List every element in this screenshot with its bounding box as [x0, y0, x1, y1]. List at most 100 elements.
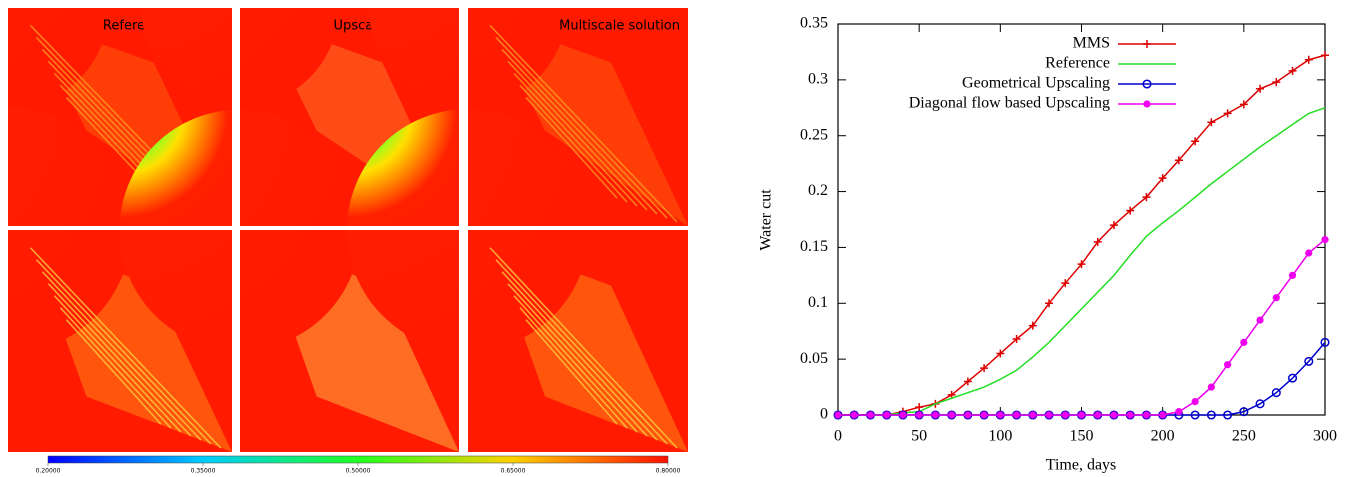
marker	[1190, 410, 1200, 420]
marker	[1061, 279, 1070, 288]
marker	[1061, 411, 1069, 419]
colorbar-tick-label: 0.65000	[501, 468, 526, 475]
x-tick-label: 300	[1313, 428, 1337, 445]
y-tick-label: 0.1	[808, 294, 828, 311]
gap	[688, 0, 748, 460]
marker	[1012, 411, 1021, 419]
marker	[1126, 206, 1135, 215]
marker	[1240, 338, 1248, 346]
marker	[1029, 411, 1037, 419]
marker	[996, 411, 1004, 419]
x-tick-label: 50	[911, 428, 927, 445]
marker	[1321, 236, 1329, 244]
colorbar-tick-label: 0.50000	[346, 468, 371, 475]
marker	[1223, 109, 1232, 118]
marker	[1271, 388, 1281, 398]
marker	[1304, 356, 1314, 366]
x-axis-label: Time, days	[1046, 457, 1117, 474]
marker	[1206, 410, 1216, 420]
marker	[931, 411, 940, 419]
fracture	[495, 36, 668, 219]
marker	[948, 411, 956, 419]
fracture	[525, 319, 618, 425]
marker	[1207, 118, 1216, 127]
marker	[1191, 137, 1200, 146]
marker	[1174, 156, 1183, 165]
marker	[1142, 79, 1152, 89]
y-tick-label: 0	[820, 406, 828, 423]
marker	[1159, 411, 1167, 419]
marker	[980, 411, 988, 419]
marker	[1109, 221, 1118, 230]
marker	[1012, 335, 1021, 344]
series-line	[838, 341, 1326, 416]
marker	[1288, 66, 1297, 75]
colorbar	[47, 455, 669, 464]
marker	[1110, 411, 1118, 419]
marker	[1094, 411, 1102, 419]
fracture	[41, 271, 202, 441]
marker	[1256, 84, 1265, 93]
marker	[1045, 299, 1054, 308]
legend-label: Geometrical Upscaling	[962, 75, 1110, 92]
marker	[1143, 40, 1151, 48]
fracture	[519, 84, 628, 203]
marker	[1320, 337, 1330, 347]
marker	[1077, 411, 1086, 419]
fracture	[47, 283, 192, 437]
panel-label: Multiscale solution	[559, 19, 680, 34]
marker	[1158, 174, 1167, 183]
marker	[1304, 55, 1313, 64]
fracture	[59, 307, 172, 429]
marker	[1272, 78, 1281, 87]
marker	[1191, 397, 1199, 406]
fracture	[507, 60, 648, 211]
gap	[0, 0, 8, 460]
gap	[0, 226, 700, 230]
marker	[996, 349, 1005, 358]
y-tick-label: 0.05	[800, 350, 828, 367]
fracture	[53, 295, 182, 433]
marker	[1305, 249, 1313, 257]
fracture	[489, 24, 678, 223]
marker	[1256, 316, 1264, 324]
marker	[963, 377, 972, 386]
y-axis-label: Water cut	[758, 189, 775, 251]
marker	[1223, 410, 1233, 420]
marker	[1126, 411, 1134, 419]
fracture	[489, 247, 678, 449]
marker	[1255, 399, 1265, 409]
fracture	[525, 96, 618, 199]
gap	[0, 0, 700, 8]
marker	[1045, 411, 1053, 419]
fracture	[65, 319, 162, 425]
marker	[1207, 383, 1215, 391]
marker	[915, 403, 924, 412]
marker	[850, 411, 858, 419]
legend-label: Diagonal flow based Upscaling	[909, 95, 1110, 112]
marker	[1321, 51, 1329, 60]
marker	[1239, 100, 1248, 109]
marker	[1142, 193, 1151, 202]
marker	[1239, 407, 1249, 417]
fracture	[519, 307, 628, 429]
marker	[1224, 361, 1232, 369]
marker	[1287, 373, 1298, 383]
x-tick-label: 100	[988, 428, 1012, 445]
marker	[899, 411, 907, 419]
y-tick-label: 0.2	[808, 182, 828, 199]
fracture	[513, 72, 638, 207]
y-tick-label: 0.15	[800, 238, 828, 255]
marker	[866, 411, 875, 419]
marker	[834, 411, 842, 419]
source-glow	[0, 0, 109, 109]
colorbar-tick-label: 0.20000	[36, 468, 61, 475]
legend-label: Reference	[1045, 55, 1110, 72]
x-tick-label: 150	[1070, 428, 1094, 445]
marker	[1272, 294, 1280, 302]
marker	[915, 411, 923, 419]
fracture	[501, 271, 658, 441]
x-tick-label: 250	[1232, 428, 1256, 445]
x-tick-label: 0	[834, 428, 842, 445]
